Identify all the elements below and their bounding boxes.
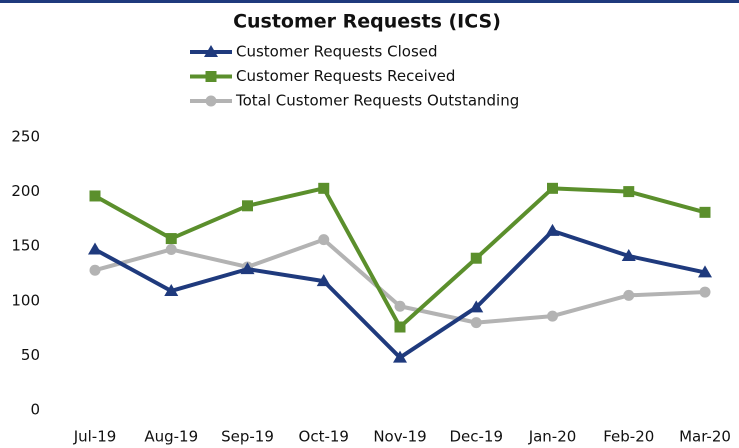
x-tick-label: Jan-20 — [528, 428, 577, 446]
data-point — [621, 249, 636, 262]
data-point — [89, 190, 101, 202]
legend-marker — [204, 45, 218, 57]
data-point — [470, 252, 482, 264]
data-point — [318, 182, 330, 194]
y-tick-label: 150 — [11, 237, 40, 255]
y-tick-label: 100 — [11, 291, 40, 309]
data-point — [165, 233, 177, 245]
x-tick-label: Sep-19 — [221, 428, 274, 446]
data-point — [623, 289, 635, 301]
data-point — [699, 286, 711, 298]
data-point — [470, 317, 482, 329]
data-point — [165, 243, 177, 255]
y-tick-label: 50 — [21, 346, 40, 364]
data-point — [242, 200, 253, 212]
legend-marker — [205, 71, 217, 82]
x-tick-label: Dec-19 — [449, 428, 503, 446]
data-point — [469, 300, 484, 313]
data-point — [318, 234, 330, 246]
data-point — [394, 300, 406, 312]
x-tick-label: Jul-19 — [73, 428, 117, 446]
y-tick-label: 200 — [11, 182, 40, 200]
data-point — [698, 265, 712, 278]
x-tick-label: Aug-19 — [144, 428, 198, 446]
data-point — [699, 206, 711, 218]
x-tick-label: Feb-20 — [603, 428, 654, 446]
data-point — [393, 350, 407, 363]
legend-label: Customer Requests Received — [236, 67, 455, 85]
x-tick-label: Nov-19 — [373, 428, 426, 446]
data-point — [316, 274, 331, 287]
legend-marker — [205, 95, 217, 107]
data-point — [545, 223, 560, 236]
chart-title: Customer Requests (ICS) — [233, 11, 501, 33]
data-point — [547, 182, 558, 194]
x-tick-label: Oct-19 — [299, 428, 349, 446]
data-point — [164, 283, 179, 296]
data-point — [88, 242, 102, 255]
series-line — [94, 228, 706, 360]
data-point — [240, 262, 255, 275]
y-tick-label: 250 — [11, 128, 40, 146]
data-point — [623, 186, 635, 198]
legend-label: Total Customer Requests Outstanding — [235, 92, 519, 110]
y-tick-label: 0 — [30, 401, 40, 419]
top-border — [0, 0, 739, 3]
data-point — [89, 264, 101, 276]
x-tick-label: Mar-20 — [679, 428, 731, 446]
legend-label: Customer Requests Closed — [236, 43, 438, 61]
data-point — [547, 310, 558, 322]
data-point — [394, 321, 406, 333]
